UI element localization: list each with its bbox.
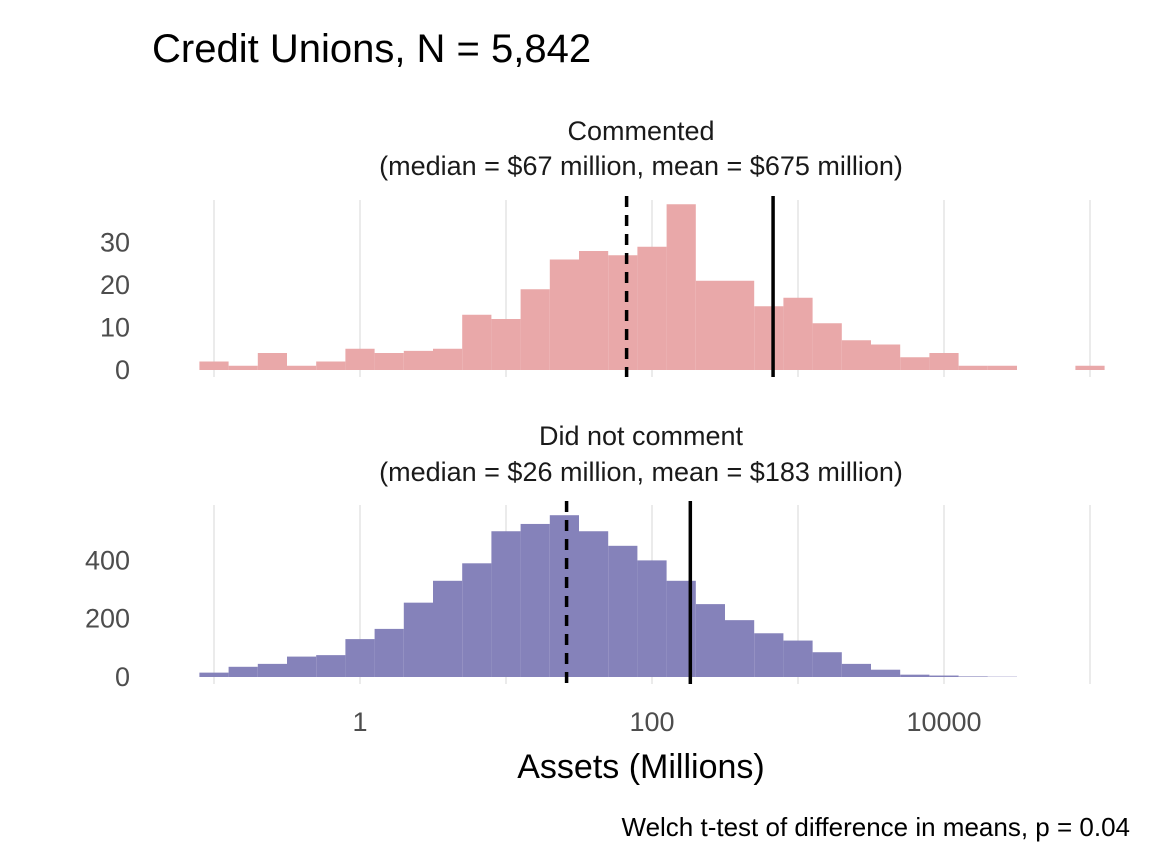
histogram-bar	[900, 674, 930, 677]
histogram-bar	[287, 365, 317, 370]
histogram-bar	[316, 361, 346, 370]
histogram-bar	[403, 350, 433, 370]
histogram-bar	[754, 633, 784, 677]
histogram-bar	[900, 357, 930, 370]
histogram-bar	[725, 280, 755, 370]
histogram-bar	[287, 656, 317, 677]
histogram-bar	[228, 365, 258, 370]
histogram-bar	[433, 580, 463, 677]
histogram-bar	[374, 353, 404, 370]
histogram-bar	[316, 655, 346, 677]
panel-commented-reference-lines	[624, 196, 775, 377]
histogram-bar	[549, 515, 579, 677]
histogram-bar	[257, 353, 287, 370]
histogram-bar	[725, 620, 755, 677]
panel-did-not-comment-reference-lines	[564, 501, 693, 684]
histogram-bar	[462, 314, 492, 370]
panel-did-not-comment-label-line2: (median = $26 million, mean = $183 milli…	[379, 457, 903, 487]
histogram-bar	[958, 365, 988, 370]
histogram-bar	[1075, 365, 1105, 370]
x-tick-label: 10000	[906, 707, 981, 737]
chart-caption: Welch t-test of difference in means, p =…	[622, 812, 1131, 842]
histogram-bar	[812, 652, 842, 677]
x-axis-ticks: 1 100 10000	[352, 707, 981, 737]
histogram-bar	[637, 560, 667, 677]
panel-commented-label-line2: (median = $67 million, mean = $675 milli…	[379, 151, 903, 181]
panel-commented-label-line1: Commented	[567, 116, 714, 146]
histogram-bar	[987, 365, 1017, 370]
histogram-bar	[695, 604, 725, 677]
histogram-bar	[579, 531, 609, 677]
y-tick-label: 0	[115, 662, 130, 692]
panel-did-not-comment: Did not comment (median = $26 million, m…	[85, 421, 1091, 692]
histogram-bar	[199, 361, 229, 370]
histogram-bar	[199, 672, 229, 677]
histogram-bar	[374, 628, 404, 677]
panel-did-not-comment-y-ticks: 0 200 400	[85, 545, 130, 692]
histogram-bar	[871, 344, 901, 370]
histogram-bar	[403, 602, 433, 677]
histogram-bar	[841, 340, 871, 370]
histogram-bar	[491, 531, 521, 677]
histogram-bar	[841, 663, 871, 677]
panel-did-not-comment-bars	[199, 515, 1017, 677]
histogram-bar	[666, 204, 696, 370]
panel-commented: Commented (median = $67 million, mean = …	[100, 116, 1105, 385]
histogram-bar	[520, 523, 550, 677]
chart-title: Credit Unions, N = 5,842	[152, 27, 591, 71]
histogram-bar	[228, 666, 258, 677]
histogram-bar	[345, 348, 375, 370]
panel-commented-y-ticks: 0 10 20 30	[100, 228, 130, 386]
histogram-bar	[491, 319, 521, 370]
histogram-bar	[929, 353, 959, 370]
histogram-bar	[345, 639, 375, 677]
x-tick-label: 1	[352, 707, 367, 737]
histogram-bar	[433, 348, 463, 370]
histogram-bar	[549, 259, 579, 370]
histogram-bar	[579, 251, 609, 370]
histogram-bar	[958, 676, 988, 677]
histogram-bar	[754, 306, 784, 370]
histogram-bar	[783, 640, 813, 677]
histogram-bar	[871, 669, 901, 677]
y-tick-label: 10	[100, 313, 130, 343]
panel-commented-bars	[199, 204, 1105, 370]
y-tick-label: 0	[115, 355, 130, 385]
x-tick-label: 100	[629, 707, 674, 737]
histogram-bar	[637, 246, 667, 370]
histogram-bar	[608, 545, 638, 677]
histogram-bar	[812, 323, 842, 370]
y-tick-label: 20	[100, 270, 130, 300]
histogram-bar	[783, 297, 813, 370]
y-tick-label: 30	[100, 228, 130, 258]
y-tick-label: 400	[85, 545, 130, 575]
panel-commented-gridlines	[213, 200, 1091, 377]
histogram-bar	[257, 663, 287, 677]
panel-did-not-comment-label-line1: Did not comment	[539, 421, 744, 451]
y-tick-label: 200	[85, 604, 130, 634]
histogram-bar	[520, 289, 550, 370]
histogram-bar	[929, 675, 959, 677]
histogram-bar	[695, 280, 725, 370]
histogram-bar	[462, 563, 492, 677]
x-axis-label: Assets (Millions)	[517, 748, 764, 786]
histogram-bar	[608, 255, 638, 370]
